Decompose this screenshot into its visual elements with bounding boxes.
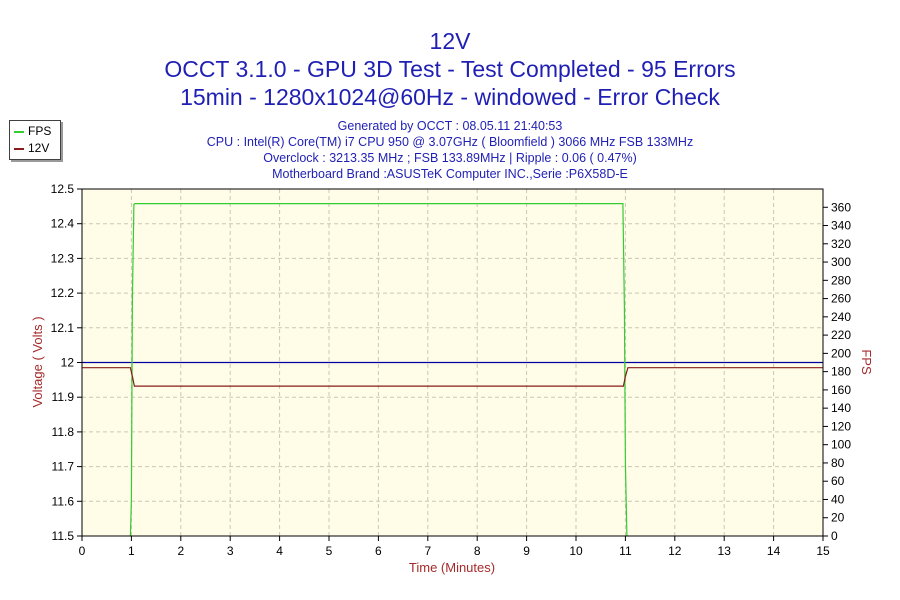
chart-subtitle-line-2: 15min - 1280x1024@60Hz - windowed - Erro…	[180, 84, 720, 110]
x-tick-label: 1	[128, 544, 135, 558]
y-tick-label: 12.3	[51, 251, 75, 265]
y2-tick-label: 160	[831, 383, 851, 397]
y2-tick-label: 40	[831, 492, 845, 506]
y-tick-label: 11.8	[52, 425, 75, 439]
legend-label-fps: FPS	[28, 124, 52, 138]
x-tick-label: 8	[474, 544, 481, 558]
y-tick-label: 11.7	[52, 460, 75, 474]
x-tick-label: 15	[816, 544, 830, 558]
chart-legend: FPS 12V	[9, 120, 61, 160]
x-tick-label: 6	[375, 544, 382, 558]
legend-item-fps: FPS	[14, 124, 51, 138]
y-tick-label: 12.2	[51, 286, 75, 300]
legend-label-12v: 12V	[28, 141, 50, 155]
y-tick-label: 12.4	[51, 217, 75, 231]
x-tick-label: 12	[668, 544, 682, 558]
series-line-12v	[82, 367, 823, 387]
y2-tick-label: 300	[831, 255, 851, 269]
y2-tick-label: 80	[831, 456, 845, 470]
y2-tick-label: 360	[831, 200, 851, 214]
x-tick-label: 10	[569, 544, 583, 558]
y2-tick-label: 260	[831, 292, 851, 306]
y2-axis-label: FPS	[859, 349, 874, 375]
y2-tick-label: 320	[831, 237, 851, 251]
y-tick-label: 12.5	[51, 182, 75, 196]
y2-tick-label: 60	[831, 474, 845, 488]
legend-swatch-12v	[14, 147, 24, 150]
legend-swatch-fps	[14, 130, 24, 133]
info-overclock: Overclock : 3213.35 MHz ; FSB 133.89MHz …	[263, 151, 637, 165]
x-tick-label: 14	[767, 544, 781, 558]
series-line-fps	[129, 203, 628, 537]
y-tick-label: 11.9	[52, 390, 75, 404]
x-axis-label: Time (Minutes)	[409, 560, 495, 575]
y2-tick-label: 20	[831, 511, 845, 525]
y2-tick-label: 240	[831, 310, 851, 324]
y-tick-label: 12.1	[51, 321, 75, 335]
chart-title: 12V	[429, 28, 471, 54]
y2-tick-label: 340	[831, 219, 851, 233]
y2-tick-label: 200	[831, 346, 851, 360]
x-tick-label: 7	[424, 544, 431, 558]
x-tick-label: 11	[619, 544, 632, 558]
x-tick-label: 4	[276, 544, 283, 558]
y2-tick-label: 280	[831, 273, 851, 287]
info-generated: Generated by OCCT : 08.05.11 21:40:53	[337, 119, 563, 133]
y2-tick-label: 120	[831, 419, 851, 433]
y-axis-label: Voltage ( Volts )	[30, 316, 45, 407]
y2-axis-ticks: 0 20 40 60 80 100 120 140 160 180 200 220 240 260 280 3…	[823, 200, 851, 543]
x-tick-label: 5	[326, 544, 333, 558]
y-axis-ticks: 11.5 11.6 11.7 11.8 11.9 12 12.1 12.2 12.3 12.4 12…	[51, 182, 82, 543]
legend-item-12v: 12V	[14, 141, 49, 155]
y2-tick-label: 100	[831, 438, 851, 452]
y2-tick-label: 180	[831, 365, 851, 379]
x-tick-label: 13	[718, 544, 732, 558]
info-cpu: CPU : Intel(R) Core(TM) i7 CPU 950 @ 3.0…	[206, 135, 694, 149]
y-tick-label: 12	[61, 356, 75, 370]
y2-tick-label: 140	[831, 401, 851, 415]
y-tick-label: 11.5	[52, 529, 75, 543]
y2-tick-label: 220	[831, 328, 851, 342]
info-motherboard: Motherboard Brand :ASUSTeK Computer INC.…	[272, 167, 628, 181]
y-tick-label: 11.6	[52, 494, 75, 508]
x-tick-label: 2	[177, 544, 184, 558]
x-axis-ticks: 0 1 2 3 4 5 6 7 8 9 10 11 12 13 14 15	[79, 536, 830, 558]
x-tick-label: 9	[523, 544, 530, 558]
x-tick-label: 0	[79, 544, 86, 558]
x-tick-label: 3	[227, 544, 234, 558]
chart-subtitle-line-1: OCCT 3.1.0 - GPU 3D Test - Test Complete…	[164, 56, 736, 82]
y2-tick-label: 0	[831, 529, 838, 543]
